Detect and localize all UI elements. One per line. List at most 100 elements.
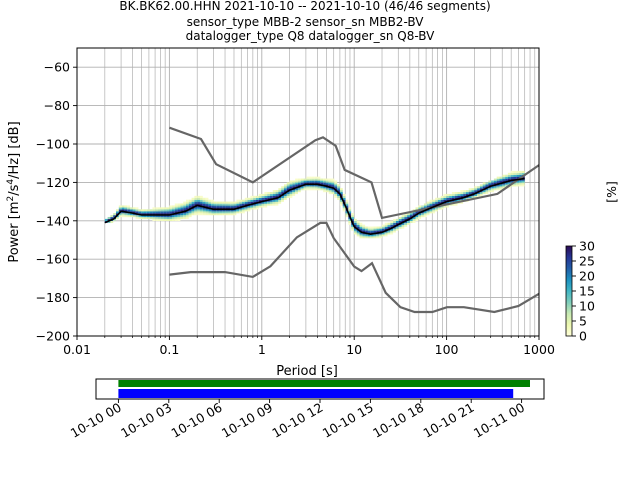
coverage-tick-label: 10-10 15 bbox=[320, 400, 376, 441]
density-cell bbox=[183, 216, 186, 220]
density-cell bbox=[314, 182, 318, 185]
density-cell bbox=[208, 199, 212, 202]
density-cell bbox=[521, 180, 525, 183]
density-cell bbox=[230, 213, 234, 216]
density-cell bbox=[328, 184, 332, 187]
density-cell bbox=[169, 218, 172, 221]
density-cell bbox=[174, 203, 178, 206]
density-cell bbox=[398, 218, 402, 221]
density-cell bbox=[339, 188, 343, 191]
density-cell bbox=[395, 218, 399, 221]
density-cell bbox=[519, 182, 522, 185]
density-cell bbox=[519, 174, 522, 177]
density-cell bbox=[356, 220, 360, 223]
density-cell bbox=[205, 209, 209, 212]
density-cell bbox=[225, 209, 228, 212]
density-cell bbox=[519, 180, 522, 183]
density-cell bbox=[225, 203, 228, 206]
density-cell bbox=[194, 195, 198, 198]
density-cell bbox=[253, 197, 256, 200]
density-cell bbox=[171, 205, 175, 208]
density-cell bbox=[505, 178, 508, 181]
y-tick-label: −200 bbox=[36, 329, 70, 344]
density-cell bbox=[437, 197, 441, 200]
density-cell bbox=[309, 176, 312, 179]
density-cell bbox=[149, 213, 153, 216]
density-cell bbox=[160, 211, 164, 214]
density-cell bbox=[362, 236, 366, 239]
density-cell bbox=[488, 182, 492, 185]
density-cell bbox=[407, 220, 410, 223]
density-cell bbox=[258, 203, 262, 206]
density-cell bbox=[510, 170, 514, 173]
density-cell bbox=[191, 205, 195, 208]
density-cell bbox=[253, 199, 256, 202]
density-cell bbox=[328, 190, 332, 193]
density-cell bbox=[331, 184, 335, 187]
density-cell bbox=[412, 220, 416, 223]
density-cell bbox=[359, 226, 363, 229]
density-cell bbox=[393, 218, 396, 221]
density-cell bbox=[269, 203, 273, 206]
density-cell bbox=[124, 209, 128, 212]
density-cell bbox=[311, 178, 315, 181]
density-cell bbox=[328, 192, 332, 195]
density-cell bbox=[247, 207, 251, 210]
colorbar-bar bbox=[565, 245, 573, 337]
density-cell bbox=[177, 213, 181, 216]
density-cell bbox=[370, 230, 374, 233]
density-cell bbox=[345, 201, 349, 204]
density-cell bbox=[160, 216, 164, 220]
title-line-1: BK.BK62.00.HHN 2021-10-10 -- 2021-10-10 … bbox=[119, 0, 490, 13]
density-cell bbox=[496, 176, 500, 179]
density-cell bbox=[241, 203, 245, 206]
density-cell bbox=[325, 190, 329, 193]
density-cell bbox=[244, 201, 248, 204]
density-cell bbox=[241, 209, 245, 212]
density-cell bbox=[379, 226, 382, 229]
density-cell bbox=[180, 213, 184, 216]
density-cell bbox=[365, 228, 368, 231]
density-cell bbox=[345, 199, 349, 202]
density-cell bbox=[384, 230, 388, 233]
density-cell bbox=[188, 199, 192, 202]
density-cell bbox=[244, 209, 248, 212]
density-cell bbox=[513, 174, 517, 177]
density-cell bbox=[443, 193, 447, 197]
density-cell bbox=[177, 216, 181, 220]
density-cell bbox=[138, 215, 142, 218]
density-cell bbox=[227, 201, 231, 204]
density-cell bbox=[491, 190, 494, 193]
density-cell bbox=[222, 211, 226, 214]
density-cell bbox=[160, 209, 164, 212]
density-cell bbox=[292, 193, 296, 197]
density-cell bbox=[463, 193, 466, 197]
density-cell bbox=[261, 195, 265, 198]
density-cell bbox=[423, 213, 427, 216]
density-cell bbox=[286, 193, 290, 197]
density-cell bbox=[409, 220, 413, 223]
density-cell bbox=[362, 226, 366, 229]
title-line-2: sensor_type MBB-2 sensor_sn MBB2-BV bbox=[187, 15, 425, 29]
density-cell bbox=[381, 226, 385, 229]
density-cell bbox=[359, 236, 363, 239]
density-cell bbox=[426, 209, 430, 212]
density-cell bbox=[121, 209, 125, 212]
density-cell bbox=[264, 193, 268, 197]
density-cell bbox=[477, 193, 480, 197]
density-cell bbox=[306, 178, 310, 181]
density-cell bbox=[272, 193, 276, 197]
density-cell bbox=[183, 205, 186, 208]
density-cell bbox=[513, 184, 517, 187]
density-cell bbox=[367, 228, 371, 231]
density-cell bbox=[255, 195, 259, 198]
density-cell bbox=[401, 224, 405, 227]
density-cell bbox=[348, 211, 352, 214]
density-cell bbox=[289, 180, 293, 183]
density-cell bbox=[521, 176, 525, 179]
density-cell bbox=[479, 184, 483, 187]
density-cell bbox=[292, 184, 296, 187]
density-cell bbox=[135, 215, 139, 218]
density-cell bbox=[356, 226, 360, 229]
